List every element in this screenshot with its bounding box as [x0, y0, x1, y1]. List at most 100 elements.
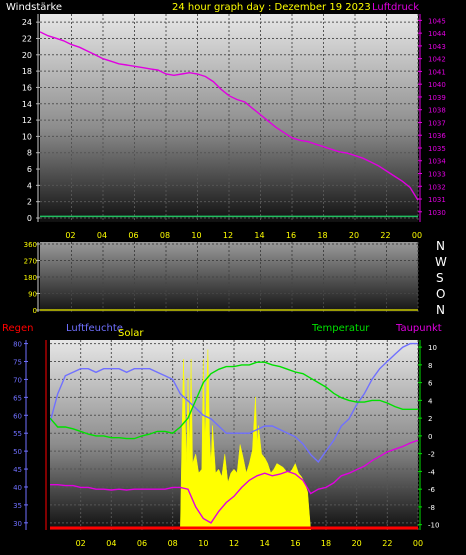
top-series — [40, 31, 418, 218]
y-left-tick-label: 0 — [33, 307, 37, 315]
humidity-label: Luftfeuchte — [66, 323, 123, 334]
x-tick-label: 02 — [76, 539, 86, 548]
y-left-tick-label: 80 — [13, 341, 22, 349]
y-left-tick-label: 6 — [27, 165, 32, 174]
y-right-tick-label: 1034 — [428, 158, 446, 166]
y-left-tick-label: 50 — [13, 448, 22, 456]
dewpoint-label: Taupunkt — [395, 323, 442, 334]
x-tick-label: 10 — [198, 539, 208, 548]
y-right-tick-label: -10 — [428, 522, 439, 530]
x-tick-label: 16 — [286, 231, 296, 240]
y-right-tick-label: 1038 — [428, 107, 446, 115]
mid-axes: 0 90 180 270 360 — [24, 241, 40, 315]
y-left-tick-label: 360 — [24, 241, 37, 249]
y-right-tick-label: -2 — [428, 451, 435, 459]
y-right-tick-label: -4 — [428, 468, 436, 476]
y-right-tick-label: 1037 — [428, 119, 446, 127]
y-left-tick-label: 60 — [13, 412, 22, 420]
y-right-tick-label: 1031 — [428, 196, 446, 204]
y-left-tick-label: 30 — [13, 520, 22, 528]
y-right-tick-label: 10 — [428, 344, 437, 352]
y-right-tick-label: 8 — [428, 362, 432, 370]
y-left-tick-label: 12 — [22, 116, 32, 125]
y-right-tick-label: 1036 — [428, 132, 446, 140]
y-left-tick-label: 22 — [22, 34, 32, 43]
x-tick-label: 20 — [349, 231, 359, 240]
x-tick-label: 06 — [137, 539, 147, 548]
y-left-tick-label: 18 — [22, 67, 32, 76]
y-left-tick-label: 65 — [13, 394, 22, 402]
dewpoint-line — [50, 439, 418, 524]
chart-title: 24 hour graph day : Dezember 19 2023 — [172, 2, 371, 13]
bottom-series — [50, 342, 418, 530]
compass-label: N — [436, 239, 445, 253]
y-right-tick-label: -8 — [428, 504, 435, 512]
mid-panel: 0 90 180 270 360 N W S O N — [24, 239, 447, 317]
y-left-tick-label: 14 — [22, 100, 32, 109]
pressure-axis-label: Luftdruck — [372, 2, 419, 13]
x-tick-label: 22 — [380, 231, 390, 240]
x-tick-label: 04 — [106, 539, 116, 548]
y-right-tick-label: 1045 — [428, 17, 446, 25]
x-tick-label: 14 — [260, 539, 270, 548]
y-right-tick-label: 4 — [428, 397, 433, 405]
y-right-tick-label: -6 — [428, 486, 436, 494]
y-left-tick-label: 45 — [13, 466, 22, 474]
y-left-tick-label: 75 — [13, 359, 22, 367]
compass-label: W — [435, 255, 447, 269]
x-tick-label: 12 — [229, 539, 239, 548]
y-left-tick-label: 270 — [24, 258, 37, 266]
y-right-tick-label: 1030 — [428, 209, 446, 217]
top-grid — [40, 14, 419, 222]
x-tick-label: 20 — [352, 539, 362, 548]
y-left-tick-label: 40 — [13, 484, 22, 492]
bottom-panel: 02 04 06 08 10 12 14 16 18 20 22 003035404550556065… — [13, 340, 439, 548]
y-right-tick-label: 0 — [428, 433, 432, 441]
y-left-tick-label: 0 — [27, 214, 32, 223]
x-tick-label: 16 — [290, 539, 300, 548]
y-left-tick-label: 10 — [22, 132, 32, 141]
y-left-tick-label: 70 — [13, 376, 22, 384]
wind-axis-label: Windstärke — [6, 2, 62, 13]
y-right-tick-label: 1039 — [428, 94, 446, 102]
y-right-tick-label: 1032 — [428, 183, 446, 191]
x-tick-label: 02 — [65, 231, 75, 240]
x-tick-label: 04 — [97, 231, 107, 240]
temperature-label: Temperatur — [311, 323, 370, 334]
y-left-tick-label: 16 — [22, 83, 32, 92]
compass-label: N — [436, 303, 445, 317]
rain-label: Regen — [2, 323, 34, 334]
humidity-line — [50, 342, 418, 463]
y-left-tick-label: 180 — [24, 274, 37, 282]
y-right-tick-label: 1043 — [428, 43, 446, 51]
x-tick-label: 06 — [128, 231, 138, 240]
y-left-tick-label: 20 — [22, 51, 32, 60]
temperature-line — [50, 361, 418, 440]
y-right-tick-label: 1041 — [428, 68, 446, 76]
compass-label: S — [436, 271, 444, 285]
x-tick-label: 18 — [317, 231, 327, 240]
y-left-tick-label: 90 — [28, 291, 37, 299]
compass-label: O — [436, 287, 445, 301]
x-tick-label: 08 — [160, 231, 170, 240]
x-tick-label: 14 — [254, 231, 264, 240]
y-right-tick-label: 1042 — [428, 56, 446, 64]
y-left-tick-label: 2 — [27, 198, 32, 207]
bottom-axes: 02 04 06 08 10 12 14 16 18 20 22 003035404550556065… — [13, 340, 439, 548]
x-tick-label: 00 — [412, 231, 422, 240]
solar-label: Solar — [118, 328, 144, 339]
y-right-tick-label: 1040 — [428, 81, 446, 89]
y-right-tick-label: 6 — [428, 380, 433, 388]
y-left-tick-label: 8 — [27, 149, 32, 158]
x-tick-label: 00 — [413, 539, 423, 548]
x-tick-label: 12 — [223, 231, 233, 240]
x-tick-label: 10 — [191, 231, 201, 240]
y-right-tick-label: 2 — [428, 415, 432, 423]
top-axes: 02 04 06 08 10 12 14 16 18 20 22 000246810121416182… — [22, 14, 446, 240]
compass-labels: N W S O N — [435, 239, 447, 317]
solar-area — [180, 349, 311, 530]
x-tick-label: 08 — [168, 539, 178, 548]
top-panel: 02 04 06 08 10 12 14 16 18 20 22 000246810121416182… — [22, 14, 446, 240]
y-right-tick-label: 1033 — [428, 171, 446, 179]
